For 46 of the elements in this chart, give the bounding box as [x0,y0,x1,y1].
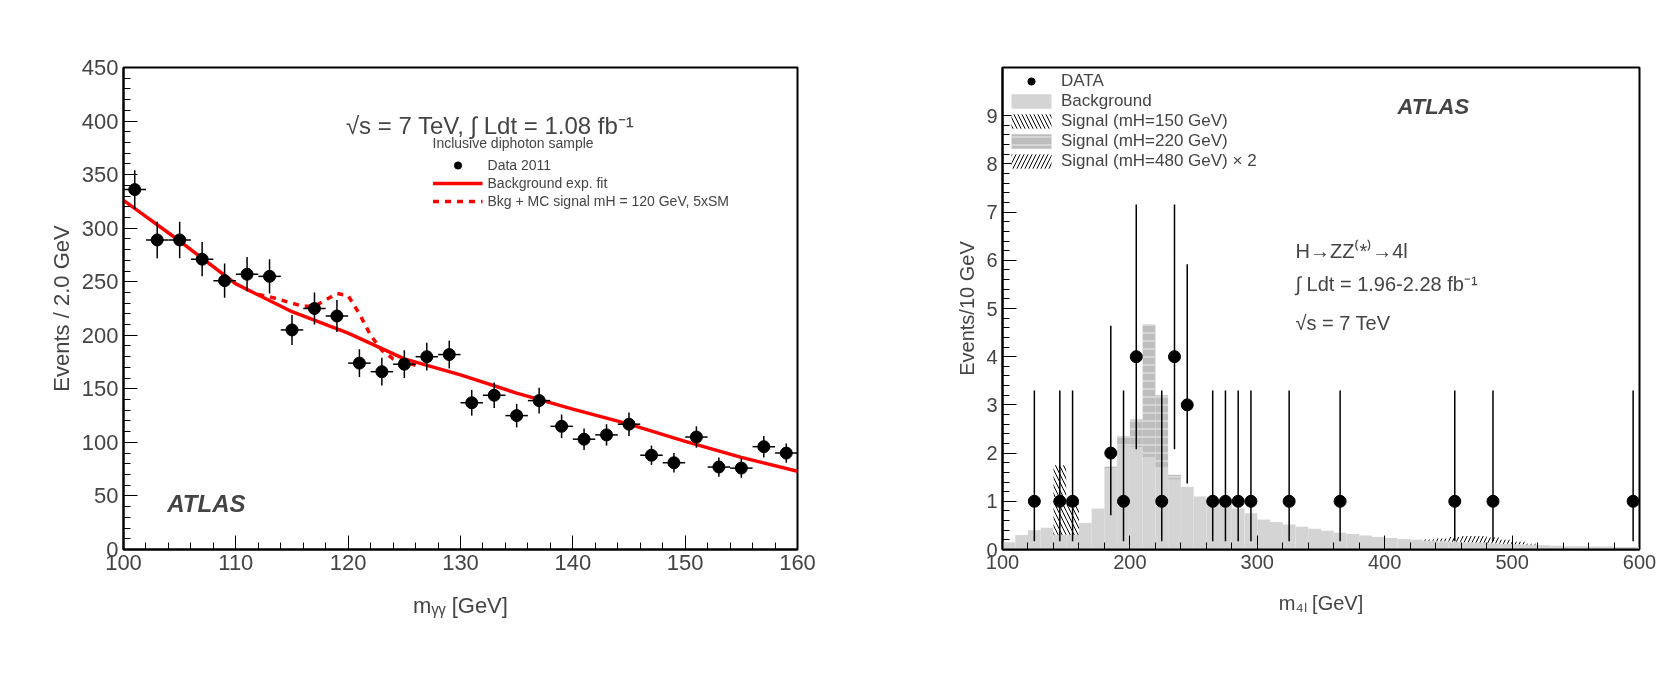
annotation: ATLAS [1396,93,1470,119]
y-tick-label: 400 [81,108,119,134]
x-tick-label: 140 [554,549,592,575]
y-tick-label: 250 [81,269,119,295]
x-tick-label: 600 [1622,550,1657,573]
x-tick-label: 500 [1495,550,1529,573]
x-tick-label: 160 [779,549,816,575]
y-tick-label: 7 [986,201,998,224]
x-tick-label: 150 [666,549,704,575]
y-tick-label: 5 [986,297,998,320]
legend-label: Signal (mH=150 GeV) [1061,111,1228,131]
x-tick-label: 200 [1113,550,1147,573]
y-tick-label: 1 [986,490,998,513]
y-tick-label: 100 [81,429,119,455]
legend-label: Background exp. fit [487,174,608,192]
annotation: ∫ Ldt = 1.96-2.28 fb⁻¹ [1294,273,1478,297]
y-axis-title: Events / 2.0 GeV [48,225,74,392]
y-tick-label: 300 [81,215,119,241]
legend-label: DATA [1061,71,1104,91]
y-tick-label: 450 [81,55,119,80]
y-tick-label: 6 [986,249,998,272]
y-tick-label: 150 [81,376,119,402]
legend-label: Signal (mH=480 GeV) × 2 [1061,151,1257,171]
x-axis-title: m₄ₗ [GeV] [1278,591,1364,614]
y-tick-label: 8 [986,152,998,175]
x-tick-label: 130 [442,549,479,575]
x-tick-label: 120 [329,549,367,575]
x-tick-label: 300 [1240,550,1274,573]
legend-label: Background [1061,91,1152,111]
legend-label: Data 2011 [487,156,552,174]
y-tick-label: 350 [81,162,119,188]
y-tick-label: 9 [986,104,998,127]
legend-label: Bkg + MC signal mH = 120 GeV, 5xSM [487,192,729,210]
x-tick-label: 110 [218,549,254,575]
x-tick-label: 400 [1368,550,1402,573]
y-axis-title: Events/10 GeV [956,240,979,376]
legend-label: Signal (mH=220 GeV) [1061,131,1228,151]
y-tick-label: 50 [94,483,119,509]
y-tick-label: 2 [986,442,998,465]
annotation: ATLAS [166,490,246,518]
y-tick-label: 3 [986,393,998,416]
annotation: H→ZZ⁽*⁾→4l [1295,238,1408,262]
y-tick-label: 200 [81,322,119,348]
annotation: √s = 7 TeV [1295,311,1391,334]
x-axis-title: mᵧᵧ [GeV] [413,592,508,618]
y-tick-label: 4 [986,345,998,368]
